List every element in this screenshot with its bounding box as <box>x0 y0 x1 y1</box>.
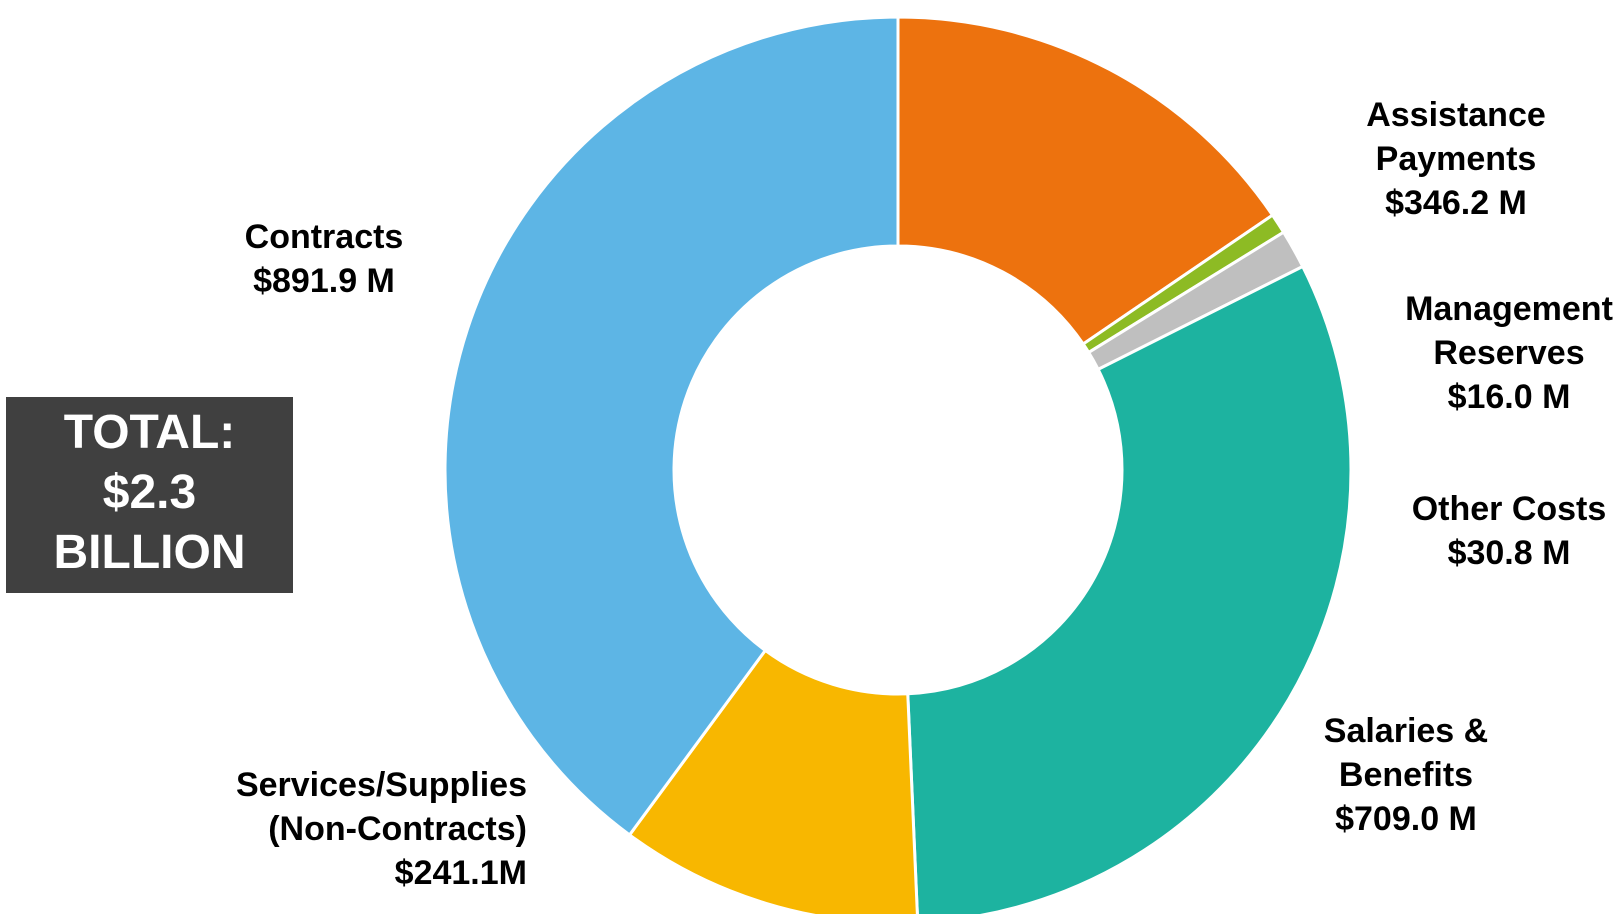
label-assistance-line-3: $346.2 M <box>1385 184 1527 222</box>
total-unit: BILLION <box>53 526 246 579</box>
label-contracts-line-1: Contracts <box>245 218 404 256</box>
label-contracts: Contracts $891.9 M <box>245 218 404 300</box>
label-management-line-3: $16.0 M <box>1448 378 1571 416</box>
label-assistance-line-1: Assistance <box>1366 96 1546 134</box>
slice-services <box>627 648 919 914</box>
label-services-line-3: $241.1M <box>395 854 527 892</box>
label-other-line-2: $30.8 M <box>1448 534 1571 572</box>
total-label: TOTAL: <box>63 406 236 459</box>
label-salaries-line-2: Benefits <box>1339 756 1473 794</box>
label-services-line-2: (Non-Contracts) <box>268 810 527 848</box>
label-management-line-1: Management <box>1405 290 1613 328</box>
label-management-line-2: Reserves <box>1433 334 1584 372</box>
label-salaries-line-3: $709.0 M <box>1335 800 1477 838</box>
label-assistance-line-2: Payments <box>1376 140 1537 178</box>
label-assistance: Assistance Payments $346.2 M <box>1366 96 1546 222</box>
total-box: TOTAL: $2.3 BILLION <box>6 397 293 593</box>
label-salaries: Salaries & Benefits $709.0 M <box>1324 712 1488 838</box>
slice-salaries <box>906 264 1353 914</box>
label-other-line-1: Other Costs <box>1412 490 1607 528</box>
label-salaries-line-1: Salaries & <box>1324 712 1488 750</box>
label-management: Management Reserves $16.0 M <box>1405 290 1613 416</box>
total-amount: $2.3 <box>102 466 197 519</box>
label-other: Other Costs $30.8 M <box>1412 490 1607 572</box>
slice-assistance <box>896 15 1275 347</box>
label-services-line-1: Services/Supplies <box>236 766 527 804</box>
label-services: Services/Supplies (Non-Contracts) $241.1M <box>236 766 527 892</box>
label-contracts-line-2: $891.9 M <box>253 262 395 300</box>
slice-contracts <box>443 15 900 838</box>
